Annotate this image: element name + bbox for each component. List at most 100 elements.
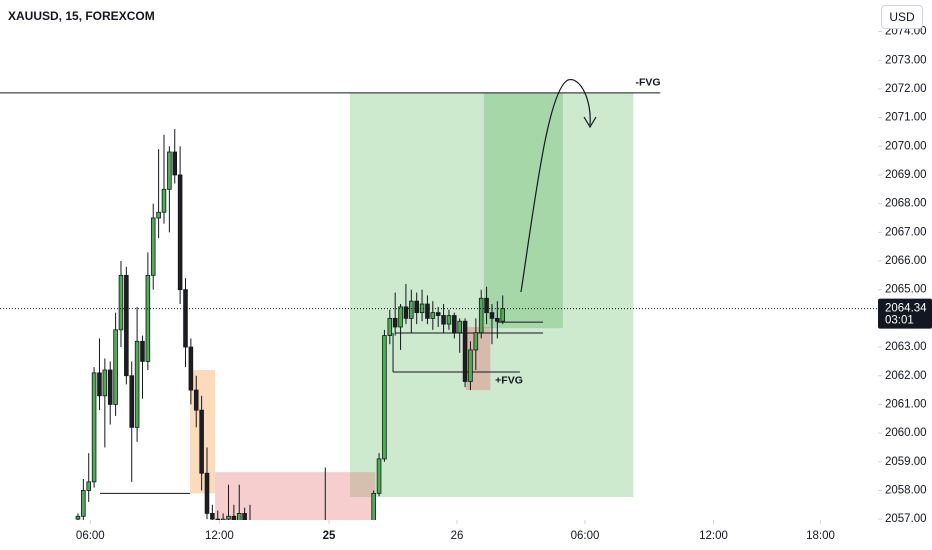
candle-body: [177, 174, 183, 291]
candle-body: [403, 306, 409, 319]
candle-body: [140, 340, 145, 362]
y-tick-label: 2067.00: [885, 226, 927, 238]
candle-body: [97, 372, 102, 397]
candle-body: [226, 515, 231, 520]
y-tick-label: 2060.00: [885, 427, 927, 439]
y-tick-label: 2070.00: [885, 140, 927, 152]
y-tick-label: 2061.00: [885, 398, 927, 410]
candle-body: [236, 513, 242, 520]
candle-body: [264, 528, 268, 531]
x-tick-label: 18:00: [806, 530, 835, 542]
candle-body: [183, 289, 188, 348]
projection-arrow: [520, 79, 591, 293]
candle-body: [280, 528, 284, 531]
candle-body: [382, 335, 387, 460]
candle-body: [145, 274, 151, 362]
candle-body: [366, 525, 370, 528]
x-tick-label: 06:00: [76, 530, 105, 542]
candle-body: [86, 481, 91, 491]
candle-body: [478, 297, 484, 334]
x-tick-label: 12:00: [699, 530, 728, 542]
candle-body: [468, 349, 473, 382]
y-tick-label: 2058.00: [885, 484, 927, 496]
y-tick-label: 2062.00: [885, 370, 927, 382]
candle-body: [102, 369, 108, 397]
candle-body: [495, 317, 500, 322]
candle-body: [220, 518, 226, 520]
candle-body: [457, 320, 462, 334]
candle-body: [113, 329, 118, 405]
candle-body: [275, 528, 279, 531]
candle-body: [118, 274, 124, 331]
candle-body: [107, 369, 113, 405]
candle-body: [473, 332, 479, 351]
x-tick-label: 12:00: [205, 530, 234, 542]
plot-area: [0, 92, 661, 531]
last-price-label: 2064.34: [885, 303, 927, 315]
currency-button[interactable]: USD: [881, 5, 923, 29]
candle-body: [446, 315, 452, 325]
candle-body: [414, 300, 419, 314]
y-tick-label: 2069.00: [885, 169, 927, 181]
candle-body: [124, 274, 129, 377]
y-tick-label: 2057.00: [885, 513, 927, 525]
y-tick-label: 2072.00: [885, 83, 927, 95]
candle-body: [500, 308, 505, 322]
candle-body: [392, 317, 398, 328]
candle-body: [134, 340, 140, 428]
candle-body: [435, 312, 441, 316]
candle-body: [129, 375, 135, 428]
y-tick-label: 2063.00: [885, 341, 927, 353]
candle-body: [302, 528, 306, 531]
candle-body: [248, 522, 252, 528]
zone: [215, 472, 376, 520]
candle-body: [350, 528, 354, 531]
candle-body: [231, 515, 237, 520]
candle-body: [430, 312, 436, 319]
candle-body: [409, 300, 414, 319]
zone: [483, 92, 563, 329]
candle-body: [210, 513, 215, 520]
arrow-head: [583, 116, 597, 129]
y-tick-label: 2071.00: [885, 112, 927, 124]
y-tick-label: 2065.00: [885, 284, 927, 296]
last-price-tag: [878, 298, 932, 329]
candle-body: [254, 528, 258, 529]
candle-body: [425, 303, 430, 319]
x-tick-label: 06:00: [571, 530, 600, 542]
candle-body: [270, 528, 274, 531]
candle-body: [387, 317, 393, 336]
candle-body: [204, 472, 210, 514]
candle-body: [291, 528, 295, 531]
candle-body: [462, 320, 468, 382]
candle-body: [398, 306, 403, 328]
candle-body: [313, 528, 317, 531]
chart-title: XAUUSD, 15, FOREXCOM: [8, 9, 155, 23]
annotation: -FVG: [636, 76, 661, 88]
candle-body: [199, 409, 204, 474]
candle-body: [452, 315, 457, 334]
candle-body: [188, 346, 194, 391]
candle-body: [167, 151, 172, 190]
candle-body: [441, 315, 446, 325]
candle-body: [361, 528, 365, 531]
y-tick-label: 2073.00: [885, 54, 927, 66]
candle-body: [371, 492, 376, 520]
y-tick-label: 2068.00: [885, 198, 927, 210]
candle-body: [484, 297, 489, 314]
candle-body: [161, 188, 167, 213]
x-tick-label: 26: [451, 530, 464, 542]
candle-body: [172, 151, 178, 176]
candle-body: [75, 515, 81, 520]
candle-body: [193, 389, 199, 411]
candle-body: [286, 528, 290, 531]
candle-body: [307, 528, 311, 531]
candle-body: [376, 458, 382, 494]
candle-body: [242, 513, 247, 520]
candle-body: [156, 211, 161, 219]
candle-body: [318, 525, 322, 531]
x-tick-label: 25: [323, 530, 336, 542]
candle-body: [259, 528, 263, 531]
